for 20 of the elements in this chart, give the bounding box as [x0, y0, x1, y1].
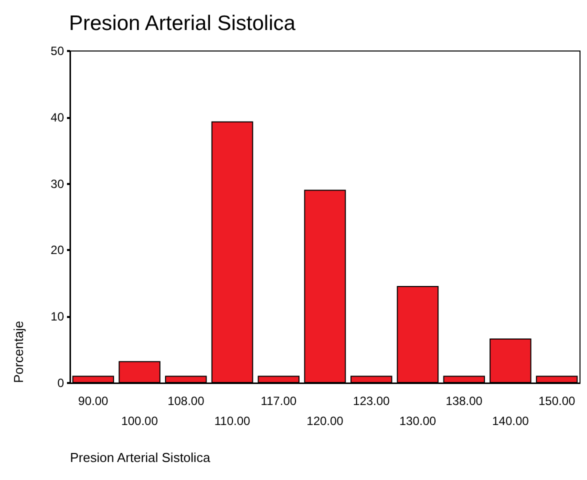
y-tick-label: 50	[50, 44, 64, 58]
y-tick-label: 0	[57, 376, 64, 390]
x-tick-label: 130.00	[399, 414, 436, 428]
y-tick-label: 10	[50, 310, 64, 324]
chart-title: Presion Arterial Sistolica	[69, 12, 296, 35]
x-tick-label: 150.00	[538, 394, 576, 408]
x-tick-label: 108.00	[168, 394, 205, 408]
x-axis-title: Presion Arterial Sistolica	[70, 450, 211, 465]
x-tick-label: 120.00	[306, 414, 344, 428]
x-tick-label: 117.00	[260, 394, 297, 408]
y-axis-title: Porcentaje	[11, 320, 26, 383]
y-tick-label: 30	[50, 176, 64, 191]
x-tick-label: 123.00	[353, 394, 390, 408]
x-tick-label: 140.00	[492, 414, 530, 428]
y-tick-label: 20	[50, 243, 64, 258]
y-tick-label: 40	[50, 110, 64, 124]
x-tick-label: 138.00	[446, 394, 483, 408]
x-tick-label: 90.00	[78, 394, 109, 408]
x-tick-label: 100.00	[121, 414, 158, 428]
x-tick-label: 110.00	[214, 414, 251, 428]
